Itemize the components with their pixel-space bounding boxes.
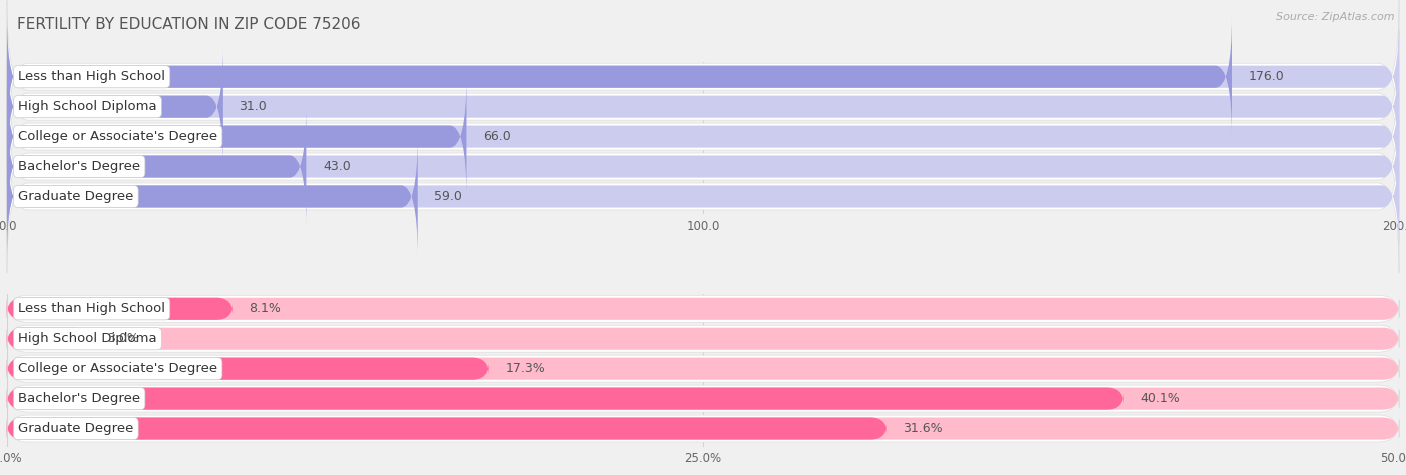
Text: Graduate Degree: Graduate Degree xyxy=(18,422,134,435)
FancyBboxPatch shape xyxy=(7,46,222,167)
Text: Bachelor's Degree: Bachelor's Degree xyxy=(18,392,141,405)
FancyBboxPatch shape xyxy=(7,298,1399,320)
Text: Less than High School: Less than High School xyxy=(18,70,165,83)
FancyBboxPatch shape xyxy=(7,0,1399,153)
FancyBboxPatch shape xyxy=(7,106,307,228)
Text: 66.0: 66.0 xyxy=(484,130,510,143)
FancyBboxPatch shape xyxy=(7,298,233,320)
FancyBboxPatch shape xyxy=(7,358,1399,380)
Text: Source: ZipAtlas.com: Source: ZipAtlas.com xyxy=(1277,12,1395,22)
FancyBboxPatch shape xyxy=(7,385,1399,412)
FancyBboxPatch shape xyxy=(7,60,1399,213)
Text: 59.0: 59.0 xyxy=(434,190,463,203)
FancyBboxPatch shape xyxy=(7,328,1399,350)
Text: 31.6%: 31.6% xyxy=(904,422,943,435)
Text: 176.0: 176.0 xyxy=(1249,70,1285,83)
FancyBboxPatch shape xyxy=(7,136,418,257)
FancyBboxPatch shape xyxy=(7,388,1123,409)
Text: 3.0%: 3.0% xyxy=(107,332,139,345)
FancyBboxPatch shape xyxy=(7,358,489,380)
Text: Graduate Degree: Graduate Degree xyxy=(18,190,134,203)
FancyBboxPatch shape xyxy=(7,328,91,350)
Text: 43.0: 43.0 xyxy=(323,160,350,173)
FancyBboxPatch shape xyxy=(7,136,1399,257)
FancyBboxPatch shape xyxy=(7,415,1399,442)
Text: 8.1%: 8.1% xyxy=(249,302,281,315)
FancyBboxPatch shape xyxy=(7,355,1399,382)
Text: College or Associate's Degree: College or Associate's Degree xyxy=(18,362,218,375)
FancyBboxPatch shape xyxy=(7,120,1399,273)
FancyBboxPatch shape xyxy=(7,90,1399,243)
Text: Less than High School: Less than High School xyxy=(18,302,165,315)
Text: 40.1%: 40.1% xyxy=(1140,392,1180,405)
Text: College or Associate's Degree: College or Associate's Degree xyxy=(18,130,218,143)
FancyBboxPatch shape xyxy=(7,16,1232,137)
FancyBboxPatch shape xyxy=(7,30,1399,183)
FancyBboxPatch shape xyxy=(7,325,1399,352)
FancyBboxPatch shape xyxy=(7,388,1399,409)
Text: 31.0: 31.0 xyxy=(239,100,267,113)
Text: High School Diploma: High School Diploma xyxy=(18,332,157,345)
FancyBboxPatch shape xyxy=(7,76,467,198)
FancyBboxPatch shape xyxy=(7,418,1399,440)
Text: Bachelor's Degree: Bachelor's Degree xyxy=(18,160,141,173)
Text: High School Diploma: High School Diploma xyxy=(18,100,157,113)
Text: 17.3%: 17.3% xyxy=(505,362,546,375)
FancyBboxPatch shape xyxy=(7,46,1399,167)
FancyBboxPatch shape xyxy=(7,76,1399,198)
FancyBboxPatch shape xyxy=(7,106,1399,228)
FancyBboxPatch shape xyxy=(7,16,1399,137)
Text: FERTILITY BY EDUCATION IN ZIP CODE 75206: FERTILITY BY EDUCATION IN ZIP CODE 75206 xyxy=(17,17,360,32)
FancyBboxPatch shape xyxy=(7,418,887,440)
FancyBboxPatch shape xyxy=(7,295,1399,322)
